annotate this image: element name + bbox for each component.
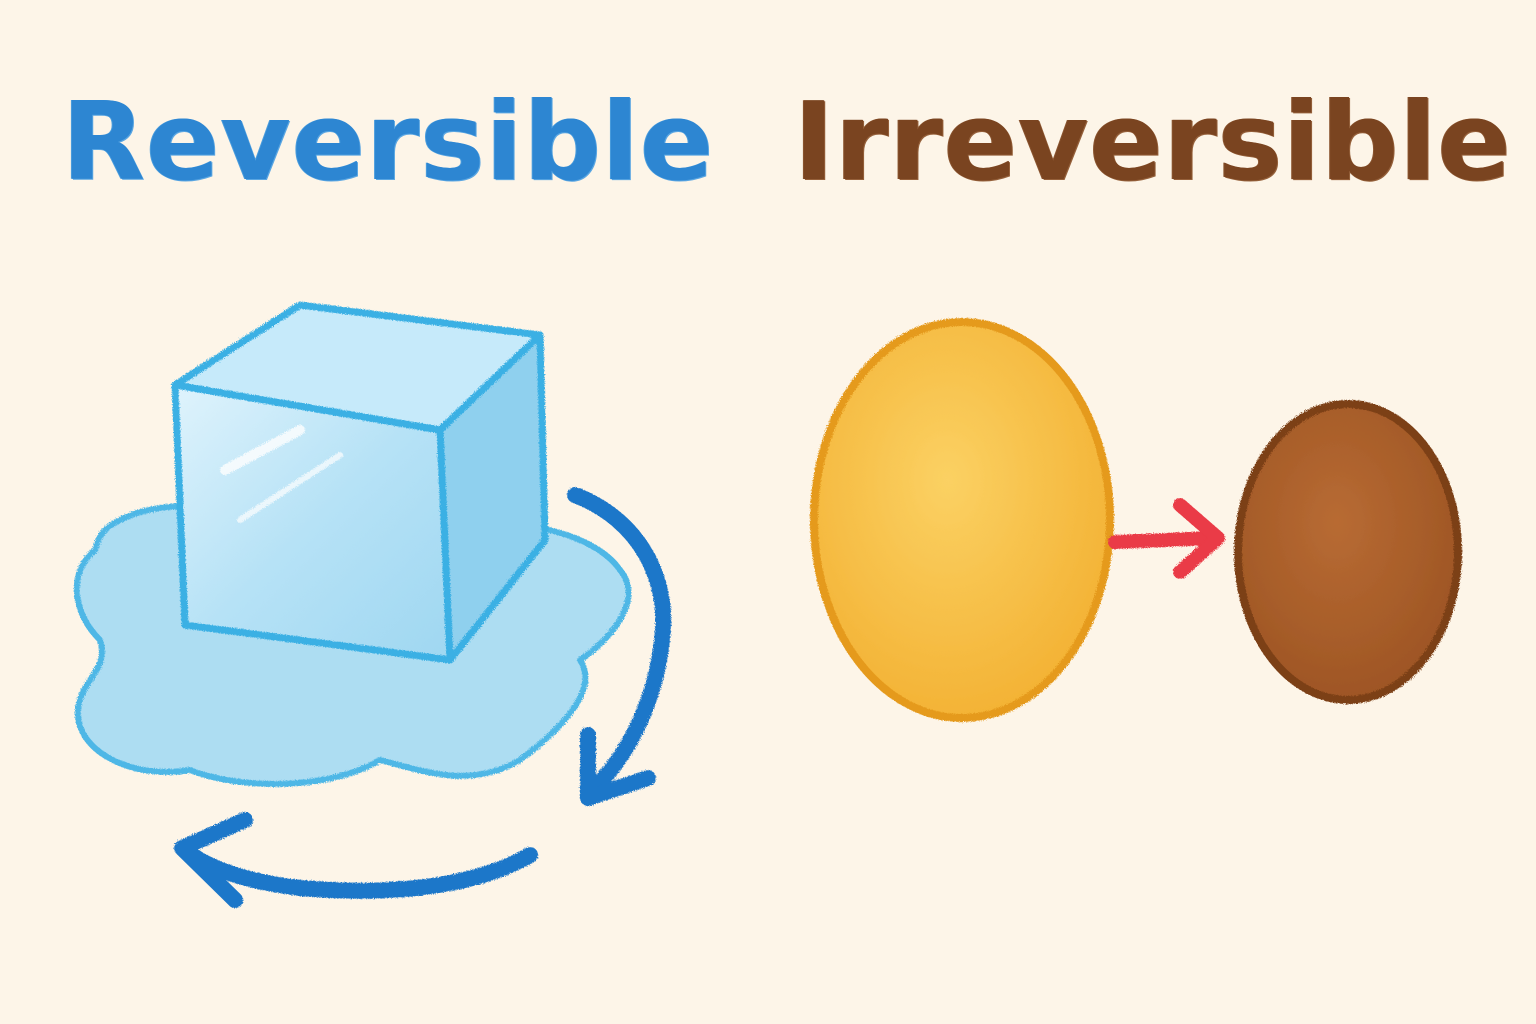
cooked-egg-icon — [1234, 400, 1462, 704]
irreversible-heading: Irreversible — [794, 80, 1512, 205]
right-arrow-icon — [1108, 498, 1225, 579]
raw-egg-icon — [810, 318, 1114, 722]
cycle-arrows-icon — [174, 487, 672, 908]
reversible-heading: Reversible — [62, 80, 715, 205]
ice-cube-icon — [171, 301, 549, 664]
